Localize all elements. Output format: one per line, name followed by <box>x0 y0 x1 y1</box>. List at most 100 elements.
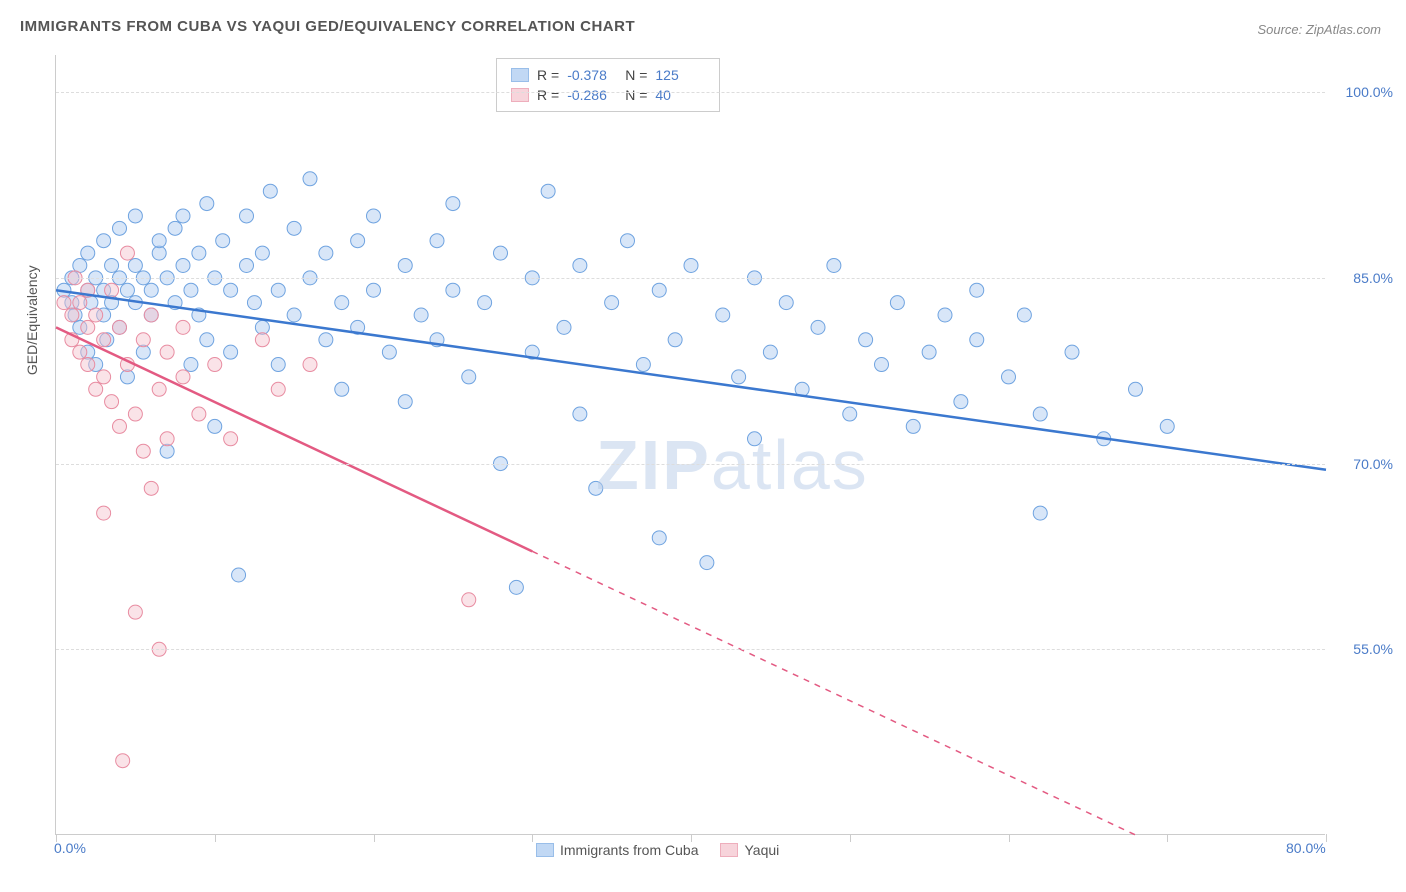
scatter-point <box>589 481 603 495</box>
gridline-h <box>56 649 1325 650</box>
scatter-point <box>65 308 79 322</box>
xtick-label: 80.0% <box>1286 840 1326 856</box>
scatter-point <box>367 209 381 223</box>
xtick <box>374 834 375 842</box>
scatter-point <box>240 209 254 223</box>
scatter-point <box>97 506 111 520</box>
scatter-point <box>152 234 166 248</box>
scatter-point <box>287 221 301 235</box>
trendline-dashed <box>532 551 1135 835</box>
scatter-point <box>462 593 476 607</box>
swatch-cuba <box>511 68 529 82</box>
scatter-point <box>176 209 190 223</box>
scatter-point <box>1002 370 1016 384</box>
scatter-point <box>232 568 246 582</box>
trendline-solid <box>56 290 1326 470</box>
scatter-point <box>319 246 333 260</box>
scatter-point <box>462 370 476 384</box>
scatter-point <box>240 258 254 272</box>
scatter-point <box>73 345 87 359</box>
scatter-point <box>446 197 460 211</box>
scatter-point <box>827 258 841 272</box>
scatter-point <box>208 419 222 433</box>
scatter-point <box>200 333 214 347</box>
scatter-point <box>168 221 182 235</box>
scatter-point <box>509 580 523 594</box>
xtick <box>1009 834 1010 842</box>
scatter-point <box>136 444 150 458</box>
scatter-point <box>668 333 682 347</box>
scatter-point <box>541 184 555 198</box>
scatter-point <box>160 345 174 359</box>
scatter-point <box>128 209 142 223</box>
scatter-point <box>811 320 825 334</box>
ytick-label: 100.0% <box>1333 84 1393 100</box>
scatter-point <box>446 283 460 297</box>
scatter-point <box>208 358 222 372</box>
n-label: N = <box>625 87 647 103</box>
scatter-point <box>970 283 984 297</box>
scatter-point <box>1017 308 1031 322</box>
scatter-plot: R = -0.378 N = 125 R = -0.286 N = 40 ZIP… <box>55 55 1325 835</box>
scatter-point <box>271 382 285 396</box>
chart-canvas <box>56 55 1325 834</box>
scatter-point <box>128 258 142 272</box>
xtick <box>850 834 851 842</box>
scatter-point <box>113 221 127 235</box>
scatter-point <box>732 370 746 384</box>
scatter-point <box>136 333 150 347</box>
scatter-point <box>430 234 444 248</box>
r-label: R = <box>537 87 559 103</box>
scatter-point <box>843 407 857 421</box>
scatter-point <box>128 407 142 421</box>
legend-label-yaqui: Yaqui <box>744 842 779 858</box>
trendline-solid <box>56 327 532 551</box>
scatter-point <box>200 197 214 211</box>
scatter-point <box>97 234 111 248</box>
scatter-point <box>120 246 134 260</box>
scatter-point <box>224 432 238 446</box>
scatter-point <box>335 382 349 396</box>
scatter-point <box>184 358 198 372</box>
scatter-point <box>652 531 666 545</box>
scatter-point <box>779 296 793 310</box>
legend-item-yaqui: Yaqui <box>720 842 779 858</box>
ytick-label: 85.0% <box>1333 270 1393 286</box>
scatter-point <box>970 333 984 347</box>
scatter-point <box>176 320 190 334</box>
scatter-point <box>73 296 87 310</box>
scatter-point <box>335 296 349 310</box>
scatter-point <box>763 345 777 359</box>
scatter-point <box>621 234 635 248</box>
scatter-point <box>247 296 261 310</box>
scatter-point <box>81 358 95 372</box>
scatter-point <box>636 358 650 372</box>
scatter-point <box>573 407 587 421</box>
scatter-point <box>652 283 666 297</box>
scatter-point <box>255 246 269 260</box>
gridline-h <box>56 278 1325 279</box>
scatter-point <box>859 333 873 347</box>
scatter-point <box>573 258 587 272</box>
scatter-point <box>97 333 111 347</box>
scatter-point <box>922 345 936 359</box>
scatter-point <box>263 184 277 198</box>
gridline-h <box>56 92 1325 93</box>
ytick-label: 55.0% <box>1333 641 1393 657</box>
series-legend: Immigrants from Cuba Yaqui <box>536 842 779 858</box>
scatter-point <box>1065 345 1079 359</box>
r-value-cuba: -0.378 <box>567 67 617 83</box>
scatter-point <box>382 345 396 359</box>
scatter-point <box>557 320 571 334</box>
scatter-point <box>57 296 71 310</box>
scatter-point <box>287 308 301 322</box>
scatter-point <box>1129 382 1143 396</box>
r-label: R = <box>537 67 559 83</box>
scatter-point <box>906 419 920 433</box>
scatter-point <box>144 283 158 297</box>
legend-row-yaqui: R = -0.286 N = 40 <box>511 85 705 105</box>
scatter-point <box>224 345 238 359</box>
scatter-point <box>116 754 130 768</box>
scatter-point <box>216 234 230 248</box>
r-value-yaqui: -0.286 <box>567 87 617 103</box>
